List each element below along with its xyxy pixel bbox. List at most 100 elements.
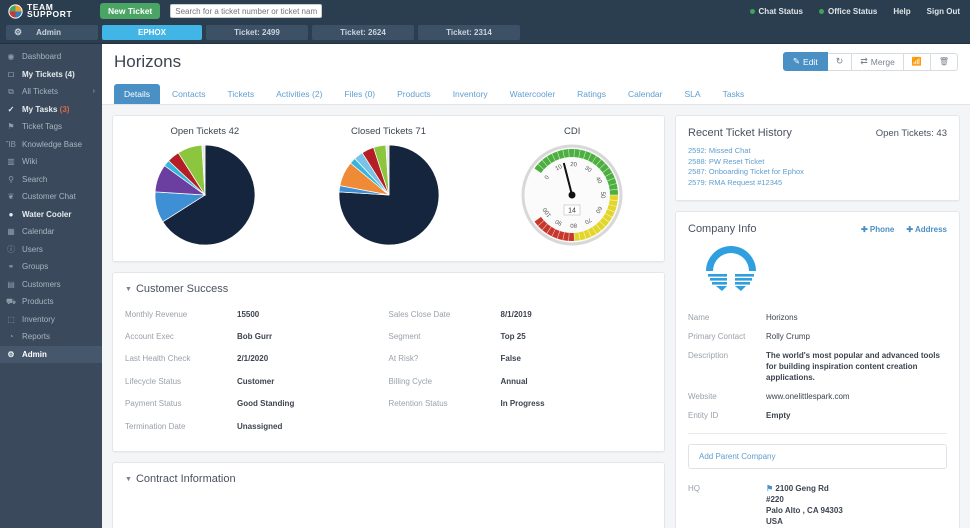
sidebar-item-users[interactable]: ⓘ Users bbox=[0, 241, 102, 259]
sidebar-item-search[interactable]: ⚲ Search bbox=[0, 171, 102, 189]
sidebar-item-water-cooler[interactable]: ● Water Cooler bbox=[0, 206, 102, 224]
help-link[interactable]: Help bbox=[893, 6, 911, 16]
office-status-link[interactable]: Office Status bbox=[818, 7, 877, 16]
app-logo[interactable]: TEAM SUPPORT bbox=[8, 3, 92, 19]
tab-calendar[interactable]: Calendar bbox=[628, 89, 663, 99]
company-info-value[interactable]: Horizons bbox=[766, 313, 798, 322]
tab-activities-2[interactable]: Activities (2) bbox=[276, 89, 323, 99]
sidebar-item-all-tickets[interactable]: ⧉ All Tickets › bbox=[0, 83, 102, 101]
company-info-value[interactable]: Rolly Crump bbox=[766, 332, 811, 341]
company-info-row: Primary Contact Rolly Crump bbox=[688, 327, 947, 346]
gauge-minor-tick bbox=[562, 149, 565, 158]
refresh-button[interactable]: ↻ bbox=[827, 52, 853, 71]
ticket-history-link[interactable]: 2587: Onboarding Ticket for Ephox bbox=[688, 167, 804, 176]
tab-tasks[interactable]: Tasks bbox=[722, 89, 745, 99]
sidebar-item-wiki[interactable]: ▥ Wiki bbox=[0, 153, 102, 171]
window-tab-ephox[interactable]: EPHOX bbox=[102, 25, 202, 40]
tab-products[interactable]: Products bbox=[397, 89, 431, 99]
field-value[interactable]: Top 25 bbox=[500, 332, 526, 342]
sidebar-item-calendar[interactable]: ▦ Calendar bbox=[0, 223, 102, 241]
office-status-dot-icon bbox=[818, 8, 824, 14]
gear-icon: ⚙ bbox=[14, 27, 23, 37]
company-info-value[interactable]: Empty bbox=[766, 411, 791, 420]
pie-slice[interactable] bbox=[384, 144, 389, 196]
sidebar-item-my-tasks[interactable]: ✓ My Tasks (3) bbox=[0, 101, 102, 119]
gauge-minor-tick bbox=[534, 168, 542, 174]
chevron-right-icon[interactable]: › bbox=[92, 88, 95, 96]
sidebar-item-admin[interactable]: ⚙ Admin bbox=[0, 345, 102, 363]
new-ticket-button[interactable]: New Ticket bbox=[100, 3, 161, 19]
window-tab-ticket-2624[interactable]: Ticket: 2624 bbox=[312, 25, 414, 40]
tab-inventory[interactable]: Inventory bbox=[452, 89, 488, 99]
edit-button[interactable]: ✎ Edit bbox=[782, 52, 828, 71]
company-info-value[interactable]: The world's most popular and advanced to… bbox=[766, 351, 940, 382]
recent-ticket-history-header: Recent Ticket History Open Tickets: 43 bbox=[688, 127, 947, 139]
gauge-tick-label: 40 bbox=[594, 176, 603, 185]
customer-success-title: Customer Success bbox=[135, 283, 229, 295]
drop-icon: ● bbox=[8, 209, 14, 219]
caret-down-icon: ▼ bbox=[125, 285, 132, 293]
window-tab-ticket-2499[interactable]: Ticket: 2499 bbox=[206, 25, 308, 40]
tab-watercooler[interactable]: Watercooler bbox=[509, 89, 556, 99]
field-value[interactable]: Annual bbox=[500, 376, 528, 386]
book-icon: ἽB bbox=[6, 139, 16, 149]
company-info-value[interactable]: www.onelittlespark.com bbox=[766, 392, 850, 401]
company-info-title: Company Info bbox=[688, 223, 757, 235]
ticket-history-link[interactable]: 2592: Missed Chat bbox=[688, 146, 751, 155]
ticket-history-link[interactable]: 2579: RMA Request #12345 bbox=[688, 177, 783, 187]
field-value[interactable]: Unassigned bbox=[237, 421, 283, 431]
chat-status-link[interactable]: Chat Status bbox=[749, 7, 803, 16]
add-address-link[interactable]: ✚ Address bbox=[906, 225, 947, 234]
field-value[interactable]: Customer bbox=[237, 376, 275, 386]
tab-details[interactable]: Details bbox=[114, 84, 160, 104]
field-value[interactable]: 8/1/2019 bbox=[500, 309, 532, 319]
tab-ratings[interactable]: Ratings bbox=[577, 89, 606, 99]
sidebar-item-my-tickets[interactable]: □ My Tickets (4) bbox=[0, 66, 102, 84]
closed-tickets-pie-svg[interactable] bbox=[337, 143, 441, 247]
tab-contacts[interactable]: Contacts bbox=[171, 89, 206, 99]
pie-slice[interactable] bbox=[162, 144, 256, 246]
field-value[interactable]: 2/1/2020 bbox=[237, 354, 269, 364]
company-info-header: Company Info ✚ Phone ✚ Address bbox=[688, 223, 947, 235]
sidebar-item-products[interactable]: ⛟ Products bbox=[0, 293, 102, 311]
field-value[interactable]: 15500 bbox=[237, 309, 260, 319]
customer-success-header[interactable]: ▼ Customer Success bbox=[113, 273, 664, 299]
sidebar-item-ticket-tags[interactable]: ⚑ Ticket Tags bbox=[0, 118, 102, 136]
sidebar-item-dashboard[interactable]: ◉ Dashboard bbox=[0, 48, 102, 66]
sidebar-item-customers[interactable]: ▤ Customers bbox=[0, 276, 102, 294]
add-parent-company-button[interactable]: Add Parent Company bbox=[688, 444, 947, 469]
add-phone-link[interactable]: ✚ Phone bbox=[861, 225, 894, 234]
sign-out-link[interactable]: Sign Out bbox=[926, 6, 960, 16]
field-value[interactable]: Good Standing bbox=[237, 399, 295, 409]
ticket-history-link[interactable]: 2588: PW Reset Ticket bbox=[688, 156, 765, 166]
delete-button[interactable]: 🗑 bbox=[930, 52, 958, 71]
tab-sla[interactable]: SLA bbox=[684, 89, 701, 99]
window-tab-admin[interactable]: ⚙ Admin bbox=[6, 25, 98, 40]
sidebar-item-knowledge-base[interactable]: ἽB Knowledge Base bbox=[0, 136, 102, 154]
gauge-minor-tick bbox=[568, 149, 570, 158]
check-icon: ✓ bbox=[7, 104, 15, 114]
field-value[interactable]: Bob Gurr bbox=[237, 332, 273, 342]
sidebar-item-groups[interactable]: ⚭ Groups bbox=[0, 258, 102, 276]
sidebar-item-customer-chat[interactable]: ❦ Customer Chat bbox=[0, 188, 102, 206]
pie-slice[interactable] bbox=[201, 144, 206, 196]
gauge-minor-tick bbox=[592, 227, 597, 235]
rss-button[interactable]: 📶 bbox=[903, 52, 931, 71]
cart-icon: ⛟ bbox=[5, 296, 17, 306]
search-input[interactable] bbox=[170, 4, 323, 18]
sidebar-item-label: Groups bbox=[22, 262, 49, 272]
sidebar-item-inventory[interactable]: ⬚ Inventory bbox=[0, 311, 102, 329]
window-tab-ticket-2314[interactable]: Ticket: 2314 bbox=[418, 25, 520, 40]
plus-icon: ✚ bbox=[906, 225, 914, 234]
field-value[interactable]: False bbox=[500, 354, 521, 364]
tab-files-0[interactable]: Files (0) bbox=[344, 89, 376, 99]
main-content: Horizons ✎ Edit ↻ ⇄ Merge 📶 🗑 bbox=[102, 44, 970, 528]
tab-tickets[interactable]: Tickets bbox=[227, 89, 255, 99]
field-value[interactable]: In Progress bbox=[500, 399, 545, 409]
merge-button[interactable]: ⇄ Merge bbox=[852, 52, 904, 71]
open-tickets-pie-svg[interactable] bbox=[153, 143, 257, 247]
contract-information-header[interactable]: ▼ Contract Information bbox=[113, 463, 664, 489]
sidebar-item-reports[interactable]: ◔ Reports bbox=[0, 328, 102, 346]
